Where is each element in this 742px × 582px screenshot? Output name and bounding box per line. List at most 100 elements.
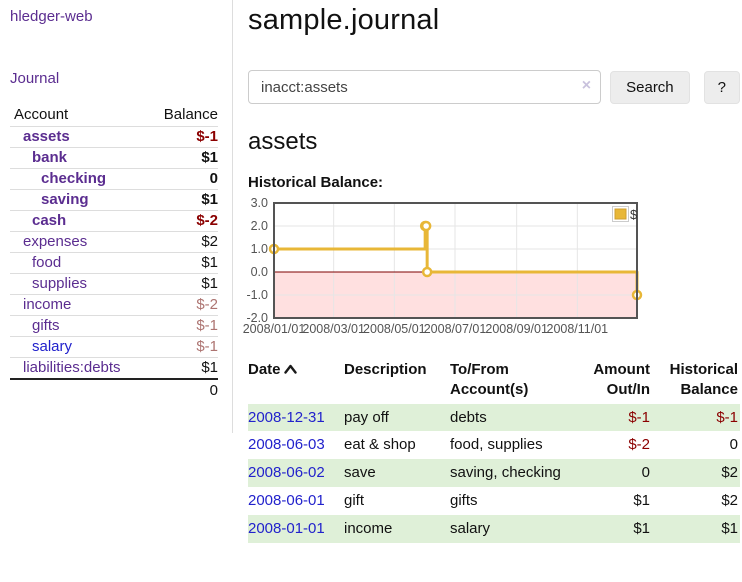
page-title: sample.journal bbox=[248, 4, 440, 36]
account-row: liabilities:debts $1 bbox=[10, 358, 218, 380]
account-link[interactable]: checking bbox=[41, 170, 107, 187]
transaction-accounts: salary bbox=[450, 519, 491, 537]
column-header-accounts[interactable]: To/From Account(s) bbox=[450, 358, 570, 404]
account-row: gifts $-1 bbox=[10, 315, 218, 337]
account-balance: $2 bbox=[146, 231, 218, 253]
register-row: 2008-01-01 income salary $1 $1 bbox=[248, 514, 740, 543]
account-link[interactable]: supplies bbox=[32, 275, 88, 292]
register-header-row: Date Description To/From Account(s) Amou… bbox=[248, 358, 740, 404]
y-tick-label: -2.0 bbox=[246, 311, 268, 325]
search-input[interactable] bbox=[248, 70, 602, 104]
transaction-description: eat & shop bbox=[344, 436, 416, 454]
transaction-accounts: saving, checking bbox=[450, 464, 561, 482]
column-header-description-label: Description bbox=[344, 361, 427, 378]
account-balance: $1 bbox=[201, 359, 218, 376]
transaction-date-link[interactable]: 2008-12-31 bbox=[248, 408, 325, 426]
x-tick-label: 2008/11/01 bbox=[547, 322, 609, 336]
account-row: checking 0 bbox=[10, 168, 218, 190]
transaction-accounts: debts bbox=[450, 408, 487, 426]
y-tick-label: 0.0 bbox=[251, 265, 268, 279]
account-link[interactable]: liabilities:debts bbox=[23, 359, 121, 376]
transaction-date-link[interactable]: 2008-01-01 bbox=[248, 519, 325, 537]
account-balance: $-1 bbox=[146, 336, 218, 358]
plot-border bbox=[273, 202, 638, 319]
account-heading: assets bbox=[248, 128, 318, 155]
historical-balance-chart: 3.0 2.0 1.0 0.0 -1.0 -2.0 2008/01/01 2008/03/01… bbox=[243, 196, 740, 340]
account-row: salary $-1 bbox=[10, 336, 218, 358]
transaction-balance: $2 bbox=[721, 464, 738, 482]
help-button[interactable]: ? bbox=[703, 70, 740, 104]
transaction-date-link[interactable]: 2008-06-02 bbox=[248, 464, 325, 482]
account-link[interactable]: bank bbox=[32, 149, 68, 166]
y-tick-label: -1.0 bbox=[246, 288, 268, 302]
account-link[interactable]: expenses bbox=[23, 233, 88, 250]
account-row: food $1 bbox=[10, 252, 218, 274]
accounts-header-row: Account Balance bbox=[10, 104, 218, 127]
accounts-total-spacer bbox=[10, 378, 147, 402]
account-row: bank $1 bbox=[10, 147, 218, 169]
sort-asc-icon bbox=[283, 364, 297, 374]
data-point-marker bbox=[420, 220, 432, 232]
accounts-total-row: 0 bbox=[10, 378, 218, 402]
transaction-description: income bbox=[344, 519, 393, 537]
account-row: income $-2 bbox=[10, 294, 218, 316]
app-brand: hledger-web bbox=[10, 8, 218, 26]
column-header-amount[interactable]: Amount Out/In bbox=[570, 358, 652, 404]
legend-label: $ bbox=[630, 207, 638, 222]
data-point-marker bbox=[421, 266, 433, 278]
y-tick-label: 3.0 bbox=[251, 196, 268, 210]
column-header-balance[interactable]: Historical Balance bbox=[652, 358, 740, 404]
register-row: 2008-06-03 eat & shop food, supplies $-2 0 bbox=[248, 431, 740, 459]
x-tick-label: 2008/03/01 bbox=[302, 322, 365, 336]
legend-swatch bbox=[614, 208, 627, 220]
transaction-description: pay off bbox=[344, 408, 389, 426]
account-balance: $1 bbox=[146, 252, 218, 274]
transaction-date-link[interactable]: 2008-06-01 bbox=[248, 491, 325, 509]
account-link[interactable]: food bbox=[32, 254, 62, 271]
column-header-date[interactable]: Date bbox=[248, 358, 344, 404]
transaction-balance: $1 bbox=[721, 519, 738, 537]
account-balance: $-1 bbox=[146, 126, 218, 148]
column-header-date-label: Date bbox=[248, 361, 281, 378]
account-row: expenses $2 bbox=[10, 231, 218, 253]
column-header-description[interactable]: Description bbox=[344, 358, 450, 404]
transaction-description: gift bbox=[344, 491, 365, 509]
account-balance: $-1 bbox=[146, 315, 218, 337]
x-tick-label: 2008/07/01 bbox=[424, 322, 487, 336]
column-header-balance-label: Historical Balance bbox=[669, 361, 738, 398]
accounts-total-value: 0 bbox=[146, 378, 218, 402]
accounts-table: Account Balance assets $-1 bank $1 checking 0… bbox=[10, 104, 218, 402]
account-link[interactable]: cash bbox=[32, 212, 67, 229]
x-tick-label: 2008/09/01 bbox=[485, 322, 548, 336]
transaction-amount: $-2 bbox=[628, 436, 650, 454]
x-tick-label: 2008/01/01 bbox=[243, 322, 306, 336]
clear-search-icon[interactable]: × bbox=[581, 77, 592, 94]
account-link[interactable]: saving bbox=[41, 191, 89, 208]
sidebar: hledger-web Journal Account Balance asse… bbox=[0, 0, 233, 433]
search-box: × bbox=[248, 70, 602, 104]
account-link[interactable]: assets bbox=[23, 128, 70, 145]
transaction-date-link[interactable]: 2008-06-03 bbox=[248, 436, 325, 454]
register-row: 2008-06-02 save saving, checking 0 $2 bbox=[248, 459, 740, 487]
account-row: assets $-1 bbox=[10, 126, 218, 148]
transaction-amount: $1 bbox=[633, 491, 650, 509]
transaction-amount: $1 bbox=[633, 519, 650, 537]
transaction-description: save bbox=[344, 464, 376, 482]
transaction-balance: 0 bbox=[729, 436, 738, 454]
search-button[interactable]: Search bbox=[610, 70, 690, 104]
register-row: 2008-12-31 pay off debts $-1 $-1 bbox=[248, 403, 740, 432]
account-link[interactable]: income bbox=[23, 296, 72, 313]
account-balance: $1 bbox=[146, 189, 218, 211]
account-link[interactable]: salary bbox=[32, 338, 73, 355]
y-tick-label: 1.0 bbox=[251, 242, 268, 256]
account-link[interactable]: gifts bbox=[32, 317, 60, 334]
account-balance: $1 bbox=[146, 147, 218, 169]
account-balance: $1 bbox=[146, 273, 218, 295]
accounts-header-account: Account bbox=[10, 104, 147, 127]
account-row: supplies $1 bbox=[10, 273, 218, 295]
register-table: Date Description To/From Account(s) Amou… bbox=[248, 358, 740, 543]
column-header-accounts-label: To/From Account(s) bbox=[450, 361, 529, 398]
search-form: × Search ? bbox=[248, 70, 740, 104]
app-brand-link[interactable]: hledger-web bbox=[10, 8, 93, 25]
sidebar-item-journal[interactable]: Journal bbox=[10, 70, 60, 87]
